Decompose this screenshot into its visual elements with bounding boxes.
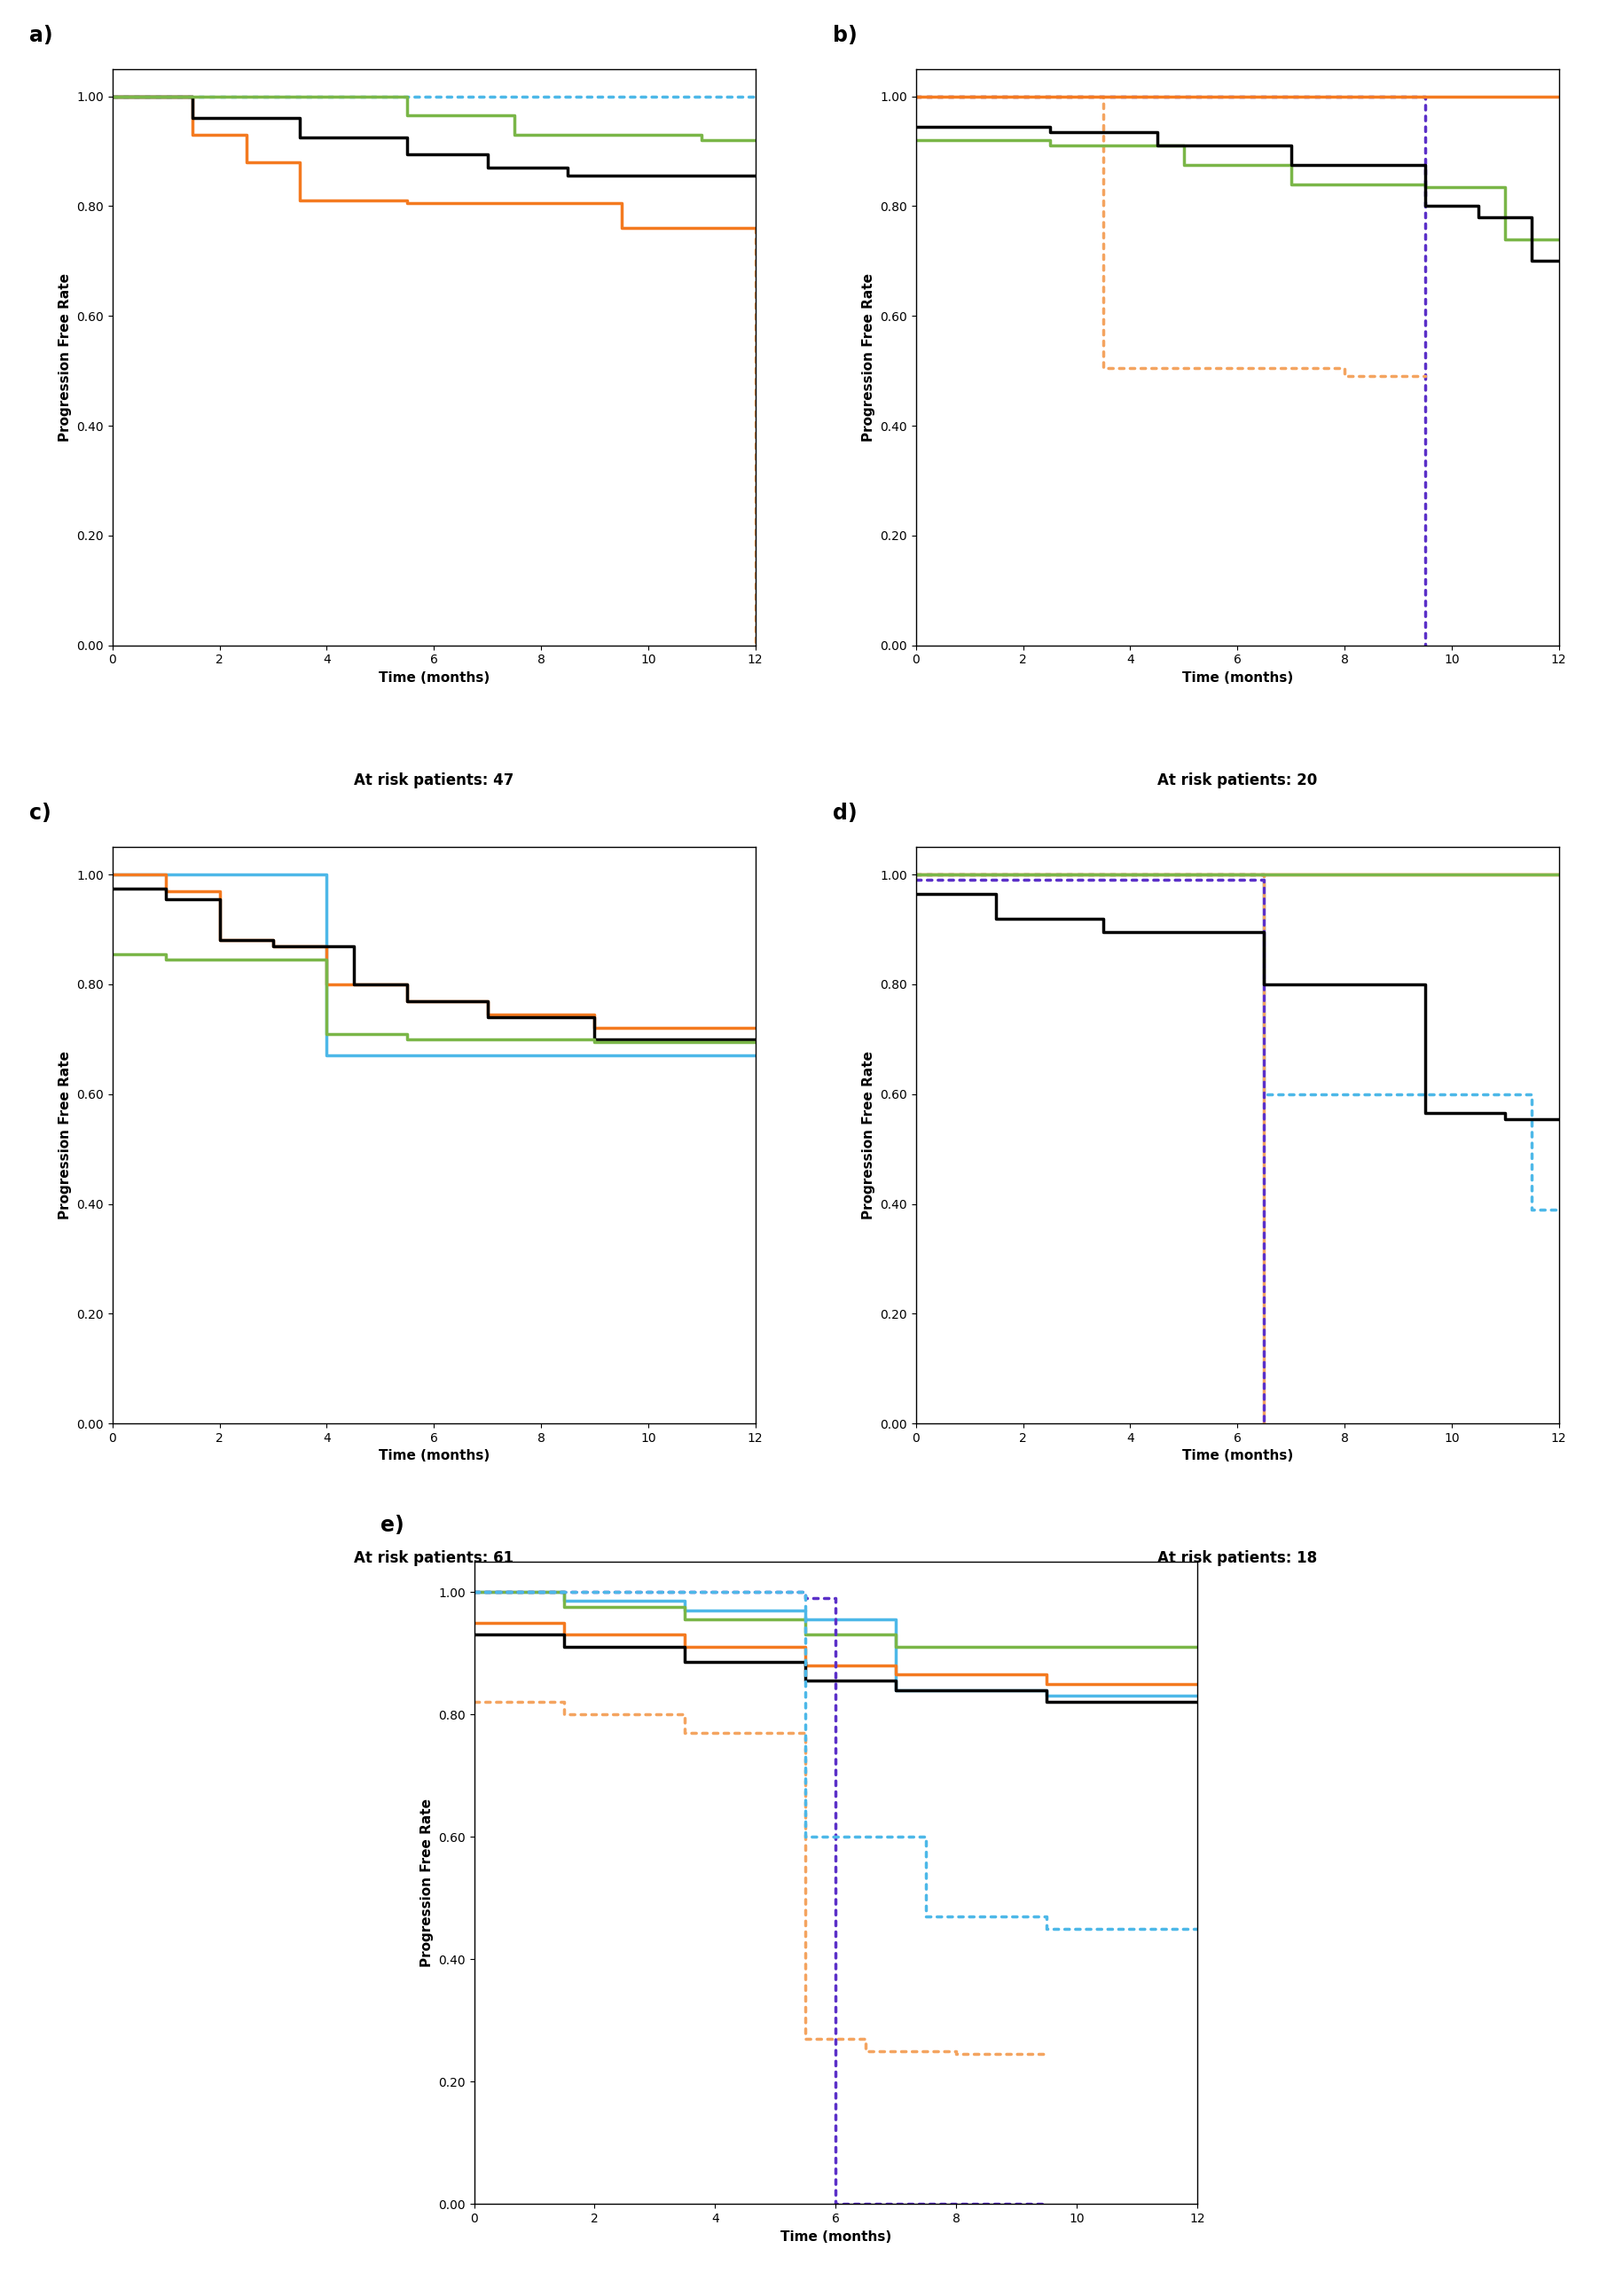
X-axis label: Time (months): Time (months) xyxy=(1181,670,1294,684)
Text: At risk patients: 61: At risk patients: 61 xyxy=(354,1550,514,1566)
X-axis label: Time (months): Time (months) xyxy=(378,1449,490,1463)
X-axis label: Time (months): Time (months) xyxy=(1181,1449,1294,1463)
Y-axis label: Progression Free Rate: Progression Free Rate xyxy=(419,1798,434,1968)
Text: At risk patients: 18: At risk patients: 18 xyxy=(1157,1550,1318,1566)
Y-axis label: Progression Free Rate: Progression Free Rate xyxy=(58,1052,72,1219)
Text: c): c) xyxy=(29,804,51,824)
Text: d): d) xyxy=(832,804,857,824)
Text: a): a) xyxy=(29,25,53,46)
Text: b): b) xyxy=(832,25,857,46)
X-axis label: Time (months): Time (months) xyxy=(378,670,490,684)
Y-axis label: Progression Free Rate: Progression Free Rate xyxy=(58,273,72,441)
Text: At risk patients: 47: At risk patients: 47 xyxy=(354,771,514,788)
Text: e): e) xyxy=(381,1515,403,1536)
Y-axis label: Progression Free Rate: Progression Free Rate xyxy=(861,1052,876,1219)
Text: At risk patients: 20: At risk patients: 20 xyxy=(1157,771,1318,788)
Y-axis label: Progression Free Rate: Progression Free Rate xyxy=(861,273,876,441)
X-axis label: Time (months): Time (months) xyxy=(779,2229,892,2243)
